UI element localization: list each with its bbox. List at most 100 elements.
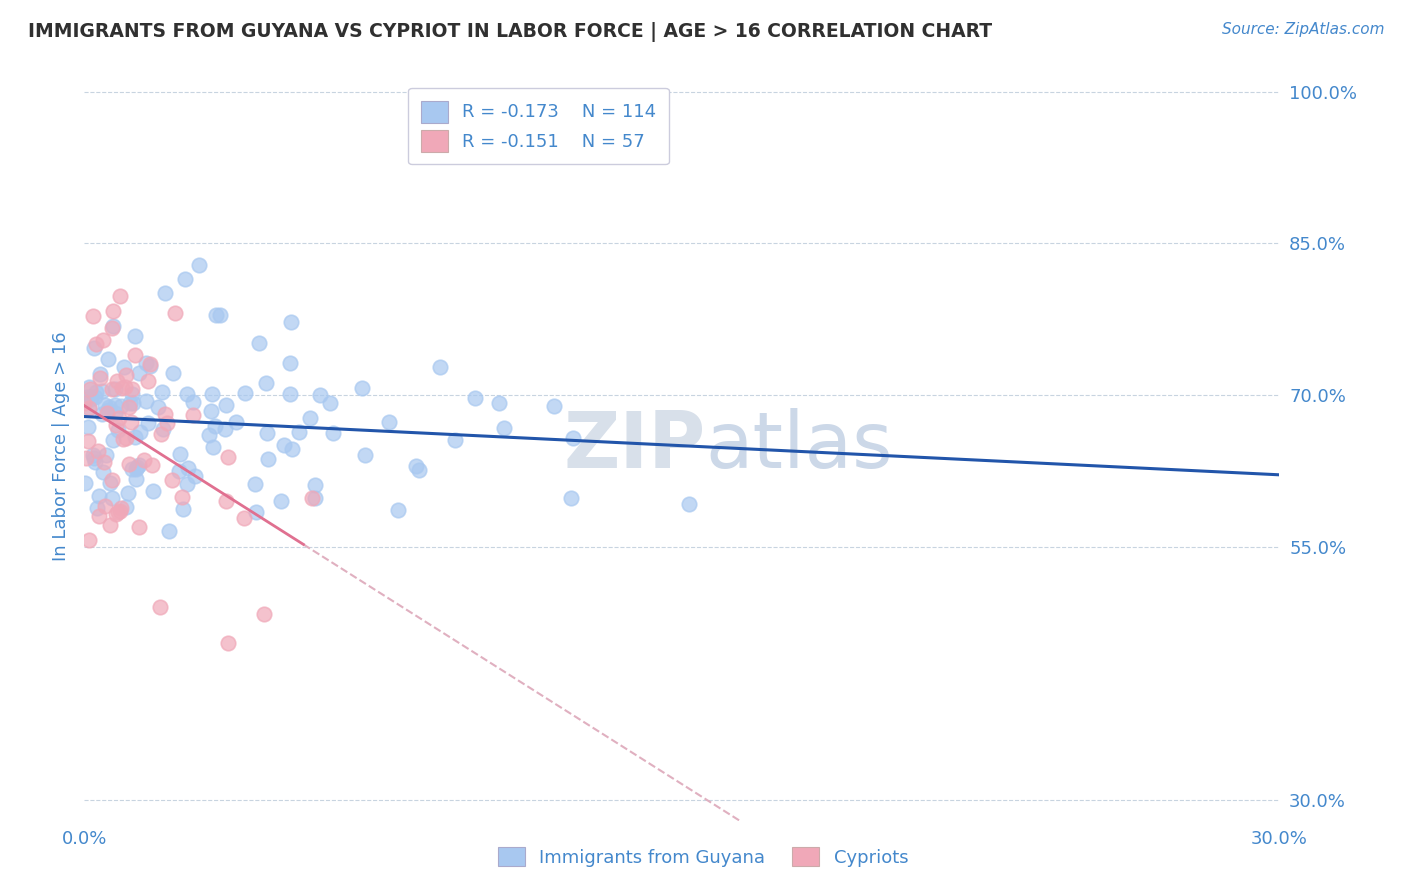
Point — [139, 359, 162, 373]
Point — [93, 455, 115, 469]
Point — [77, 379, 100, 393]
Point — [82, 448, 104, 462]
Point — [299, 411, 322, 425]
Point — [121, 461, 143, 475]
Text: ZIP: ZIP — [564, 408, 706, 484]
Point — [217, 450, 239, 465]
Point — [75, 451, 97, 466]
Point — [176, 476, 198, 491]
Point — [217, 636, 239, 650]
Point — [198, 427, 221, 442]
Point — [125, 459, 148, 474]
Point — [278, 387, 301, 401]
Point — [214, 422, 236, 436]
Point — [135, 356, 157, 370]
Point — [128, 366, 150, 380]
Point — [200, 403, 222, 417]
Point — [105, 508, 128, 522]
Point — [181, 408, 204, 422]
Point — [101, 320, 124, 334]
Point — [101, 304, 124, 318]
Point — [89, 367, 111, 381]
Point — [105, 417, 128, 432]
Point — [408, 462, 430, 476]
Point — [104, 398, 127, 412]
Point — [177, 461, 200, 475]
Point — [281, 442, 304, 456]
Point — [322, 426, 344, 441]
Point — [488, 396, 510, 410]
Point — [89, 371, 111, 385]
Point — [304, 491, 326, 506]
Point — [87, 508, 110, 523]
Point — [84, 391, 107, 405]
Point — [150, 384, 173, 399]
Legend: R = -0.173    N = 114, R = -0.151    N = 57: R = -0.173 N = 114, R = -0.151 N = 57 — [408, 88, 669, 164]
Point — [160, 473, 183, 487]
Point — [124, 348, 146, 362]
Point — [101, 382, 124, 396]
Point — [245, 476, 267, 491]
Point — [79, 383, 101, 397]
Point — [101, 491, 124, 505]
Text: IMMIGRANTS FROM GUYANA VS CYPRIOT IN LABOR FORCE | AGE > 16 CORRELATION CHART: IMMIGRANTS FROM GUYANA VS CYPRIOT IN LAB… — [28, 22, 993, 42]
Point — [225, 415, 247, 429]
Point — [350, 381, 373, 395]
Point — [134, 453, 156, 467]
Point — [100, 473, 122, 487]
Point — [256, 425, 278, 440]
Point — [280, 315, 302, 329]
Point — [117, 458, 139, 472]
Point — [162, 366, 184, 380]
Point — [77, 401, 100, 415]
Point — [114, 380, 136, 394]
Point — [257, 452, 280, 467]
Point — [87, 489, 110, 503]
Point — [97, 352, 120, 367]
Point — [163, 306, 186, 320]
Point — [278, 356, 301, 370]
Point — [252, 607, 274, 622]
Point — [429, 359, 451, 374]
Point — [183, 395, 205, 409]
Point — [128, 520, 150, 534]
Point — [93, 499, 115, 513]
Point — [80, 390, 103, 404]
Y-axis label: In Labor Force | Age > 16: In Labor Force | Age > 16 — [52, 331, 70, 561]
Point — [169, 447, 191, 461]
Point — [84, 385, 107, 400]
Point — [110, 500, 132, 515]
Point — [73, 395, 96, 409]
Point — [101, 433, 124, 447]
Point — [97, 402, 120, 417]
Point — [84, 455, 107, 469]
Point — [149, 599, 172, 614]
Point — [120, 396, 142, 410]
Point — [205, 308, 228, 322]
Point — [464, 391, 486, 405]
Point — [139, 357, 162, 371]
Point — [112, 432, 135, 446]
Point — [77, 401, 100, 416]
Point — [84, 336, 107, 351]
Point — [155, 286, 177, 301]
Point — [204, 419, 226, 434]
Point — [288, 425, 311, 440]
Point — [94, 448, 117, 462]
Point — [125, 462, 148, 476]
Point — [121, 382, 143, 396]
Point — [91, 407, 114, 421]
Point — [105, 374, 128, 388]
Point — [108, 411, 131, 425]
Point — [107, 505, 129, 519]
Point — [100, 476, 122, 491]
Point — [111, 381, 134, 395]
Point — [494, 421, 516, 435]
Point — [128, 458, 150, 472]
Point — [273, 438, 295, 452]
Point — [172, 502, 194, 516]
Point — [124, 430, 146, 444]
Point — [115, 500, 138, 514]
Point — [90, 384, 112, 398]
Point — [353, 448, 375, 462]
